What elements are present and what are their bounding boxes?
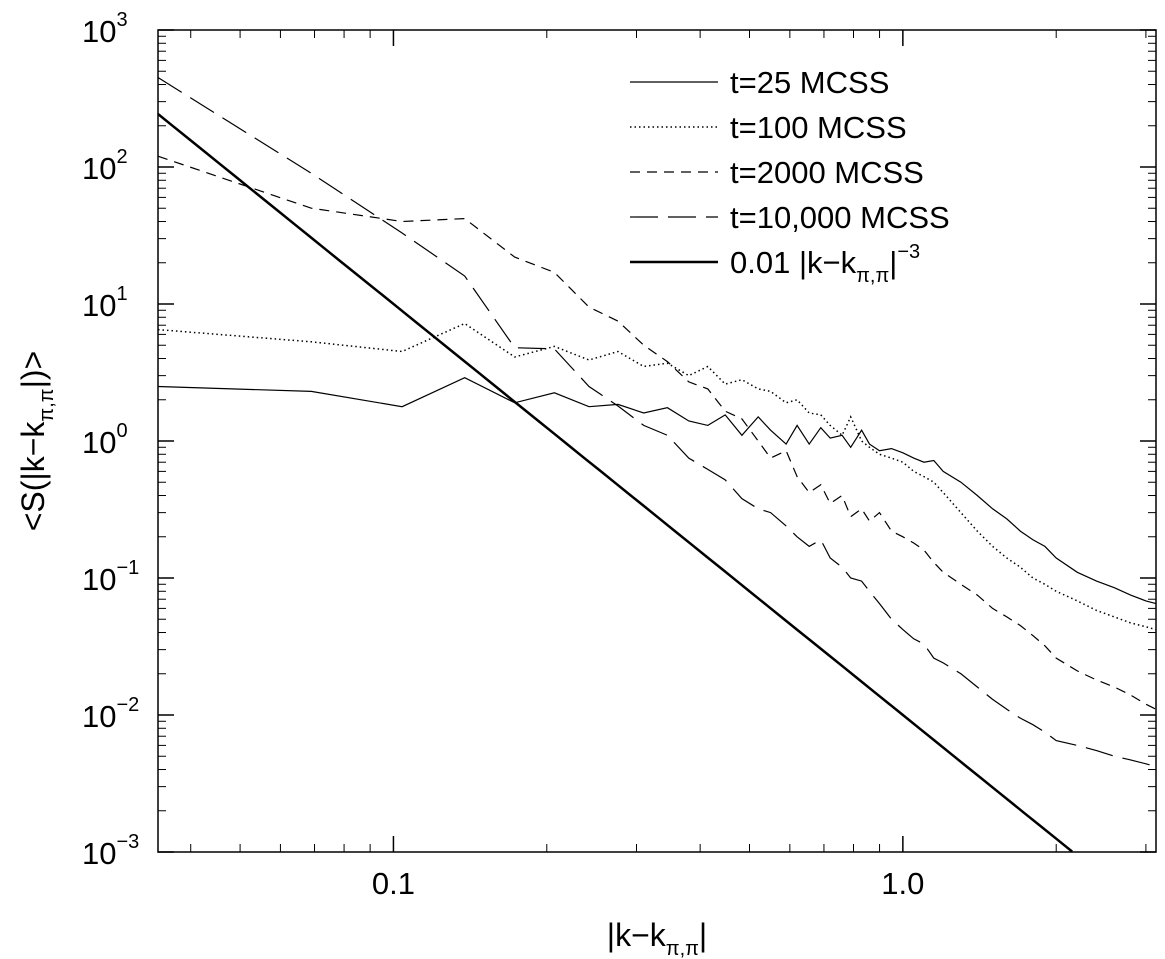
series-line-4 (157, 76, 1157, 768)
legend-label: t=100 MCSS (730, 110, 907, 145)
y-axis-ticks: 10−3 10−2 10−1 100 101 102 103 (82, 9, 1156, 871)
y-tick-label: 10−2 (82, 694, 139, 734)
legend-label: t=10,000 MCSS (730, 200, 950, 235)
y-axis-title: <S(|k−kπ,π|)> (15, 351, 58, 532)
series-line-5 (157, 113, 1073, 853)
y-tick-label: 102 (82, 146, 128, 186)
legend-label: 0.01 |k−kπ,π|−3 (730, 241, 920, 287)
y-tick-label: 10−1 (82, 557, 139, 597)
legend-label: t=25 MCSS (730, 65, 889, 100)
legend-label: t=2000 MCSS (730, 155, 924, 190)
plot-frame (157, 29, 1157, 853)
x-tick-label: 1.0 (881, 866, 924, 901)
legend: t=25 MCSS t=100 MCSS t=2000 MCSS t=10,000 M… (630, 65, 950, 287)
x-axis-title: |k−kπ,π| (607, 917, 707, 959)
y-tick-label: 101 (82, 283, 128, 323)
series-line-2 (157, 322, 1157, 631)
y-tick-label: 100 (82, 420, 128, 460)
x-axis-ticks: 0.1 1.0 (190, 30, 1147, 901)
series-lines (157, 76, 1157, 853)
series-line-3 (157, 155, 1157, 710)
series-line-1 (157, 377, 1157, 605)
x-tick-label: 0.1 (372, 866, 415, 901)
y-tick-label: 10−3 (82, 831, 139, 871)
y-tick-label: 103 (82, 9, 128, 49)
